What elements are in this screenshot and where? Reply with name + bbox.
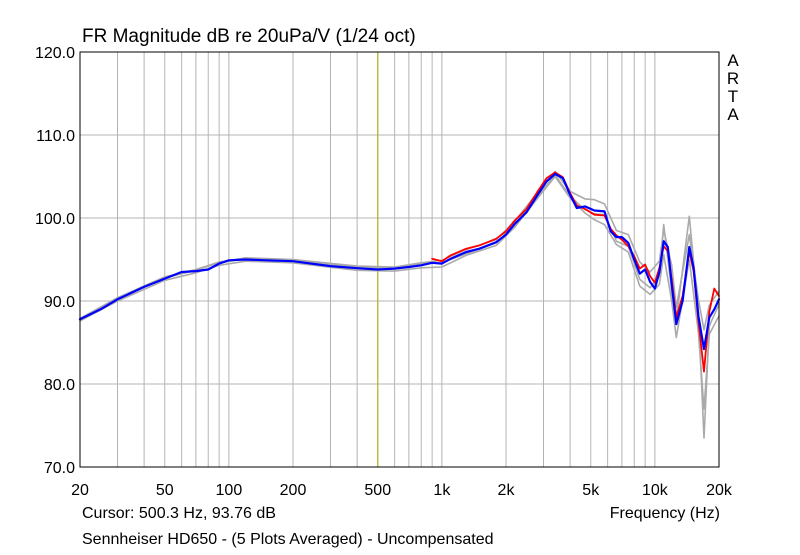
series-line-individual [79, 174, 720, 439]
brand-letter: T [727, 87, 739, 106]
x-tick-label: 200 [280, 482, 307, 499]
footer-caption: Sennheiser HD650 - (5 Plots Averaged) - … [82, 531, 494, 548]
chart-series [78, 170, 721, 439]
series-line-individual [79, 170, 720, 331]
y-tick-label: 70.0 [44, 460, 75, 477]
x-tick-label: 10k [642, 482, 669, 499]
x-tick-label: 2k [498, 482, 516, 499]
chart-title: FR Magnitude dB re 20uPa/V (1/24 oct) [82, 26, 416, 47]
brand-letter: A [727, 105, 739, 124]
x-tick-label: 50 [156, 482, 174, 499]
plot-frame [79, 51, 720, 468]
x-axis-label: Frequency (Hz) [609, 505, 720, 522]
x-tick-label: 500 [364, 482, 391, 499]
cursor-readout: Cursor: 500.3 Hz, 93.76 dB [82, 505, 276, 522]
y-tick-label: 110.0 [36, 128, 75, 145]
arta-brand: A R T A [722, 52, 744, 124]
x-tick-label: 20 [71, 482, 89, 499]
series-line-average [78, 172, 721, 351]
axis-tick-labels: 20 50 100 200 500 1k 2k 5k 10k 20k 70.0 80.0 90.0 100… [35, 45, 733, 499]
series-line-compensated [431, 171, 720, 373]
y-tick-label: 100.0 [35, 211, 75, 228]
y-tick-label: 120.0 [35, 45, 75, 62]
brand-letter: A [727, 51, 739, 70]
chart-grid [80, 52, 719, 467]
x-tick-label: 5k [582, 482, 600, 499]
brand-letter: R [726, 69, 740, 88]
x-tick-label: 100 [216, 482, 243, 499]
x-tick-label: 1k [433, 482, 451, 499]
y-tick-label: 90.0 [44, 294, 75, 311]
series-line-individual [79, 175, 720, 410]
x-tick-label: 20k [706, 482, 733, 499]
y-tick-label: 80.0 [44, 377, 75, 394]
